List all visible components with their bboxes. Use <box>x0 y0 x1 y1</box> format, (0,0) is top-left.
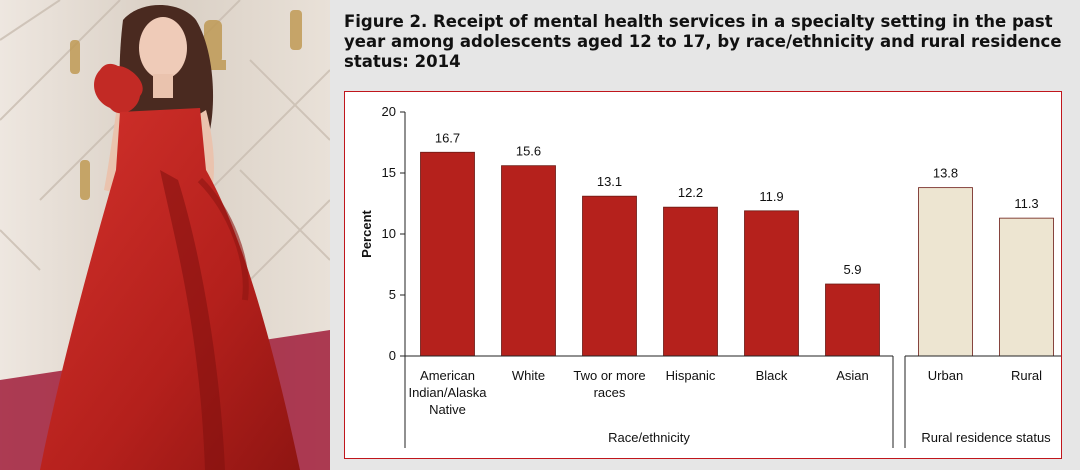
data-label: 5.9 <box>843 262 861 277</box>
bar <box>999 217 1054 357</box>
y-tick-label: 20 <box>382 104 396 119</box>
bar <box>918 187 973 357</box>
y-tick-label: 15 <box>382 165 396 180</box>
group-label: Race/ethnicity <box>608 430 690 445</box>
bar-chart: 0 5 10 15 20 Percent 16.7 American Indian/Alaska… <box>359 104 1061 448</box>
figure-title: Figure 2. Receipt of mental health servi… <box>344 12 1062 71</box>
data-label: 11.9 <box>759 189 783 204</box>
y-axis-label: Percent <box>359 209 374 257</box>
data-label: 15.6 <box>516 144 541 159</box>
category-label: American <box>420 368 475 383</box>
photo-illustration <box>0 0 330 470</box>
category-label: Hispanic <box>666 368 716 383</box>
red-carpet-photo <box>0 0 330 470</box>
figure-panel: Figure 2. Receipt of mental health servi… <box>330 0 1080 470</box>
data-label: 11.3 <box>1014 196 1038 211</box>
bar <box>663 206 718 357</box>
data-label: 13.1 <box>597 174 622 189</box>
category-label: races <box>594 385 626 400</box>
y-tick-label: 10 <box>382 226 396 241</box>
category-label: Two or more <box>573 368 645 383</box>
category-label: Asian <box>836 368 869 383</box>
group-label: Rural residence status <box>921 430 1051 445</box>
data-label: 13.8 <box>933 166 958 181</box>
bar <box>501 165 556 357</box>
y-tick-label: 0 <box>389 348 396 363</box>
category-label: Native <box>429 402 466 417</box>
bar <box>825 283 880 357</box>
bar <box>420 151 475 357</box>
y-tick-label: 5 <box>389 287 396 302</box>
data-label: 16.7 <box>435 130 460 145</box>
category-label: Rural <box>1011 368 1042 383</box>
category-label: Urban <box>928 368 963 383</box>
bar <box>744 210 799 357</box>
data-label: 12.2 <box>678 185 703 200</box>
bar <box>582 195 637 357</box>
category-label: White <box>512 368 545 383</box>
category-label: Indian/Alaska <box>408 385 487 400</box>
category-label: Black <box>756 368 788 383</box>
chart-frame: 0 5 10 15 20 Percent 16.7 American Indian/Alaska… <box>344 91 1062 459</box>
